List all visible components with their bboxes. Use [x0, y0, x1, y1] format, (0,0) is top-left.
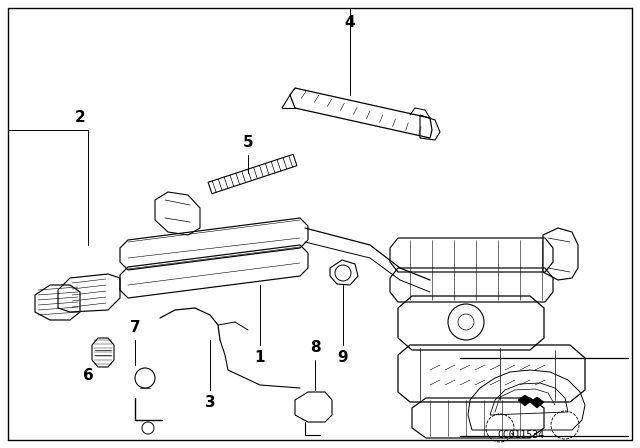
Text: 7: 7: [130, 320, 140, 335]
Text: 5: 5: [243, 135, 253, 150]
Text: 4: 4: [345, 15, 355, 30]
Polygon shape: [530, 397, 544, 408]
Text: CC011534: CC011534: [497, 430, 544, 440]
Text: 8: 8: [310, 340, 320, 355]
Text: 3: 3: [205, 395, 215, 410]
Text: 2: 2: [75, 110, 85, 125]
Text: 9: 9: [338, 350, 348, 365]
Text: 6: 6: [83, 367, 93, 383]
Text: 1: 1: [255, 350, 265, 365]
Polygon shape: [518, 395, 532, 406]
